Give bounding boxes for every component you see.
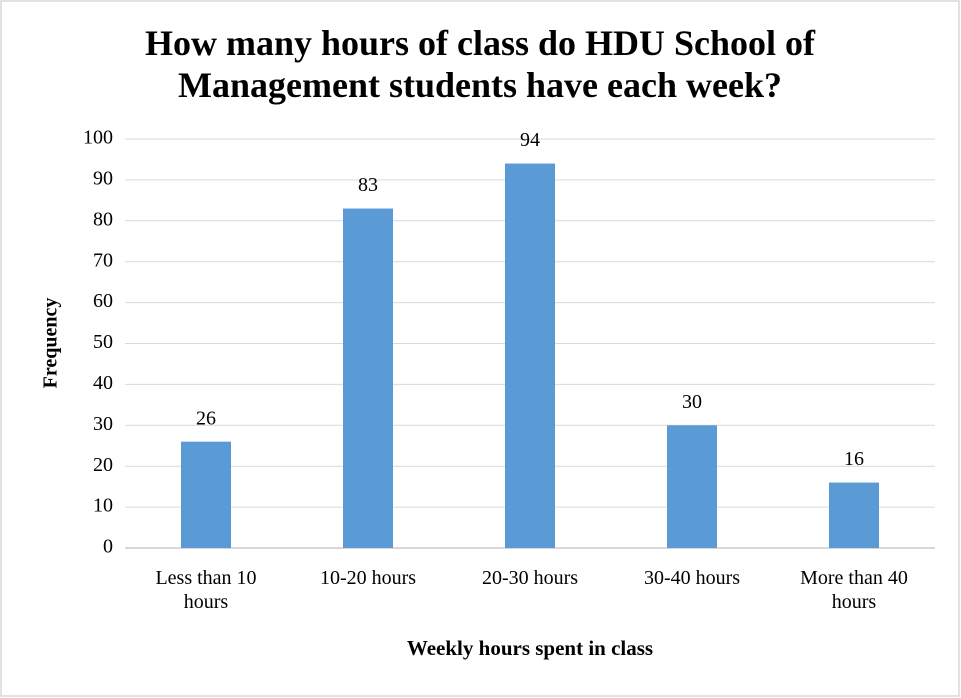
y-tick-label: 50 <box>93 331 113 353</box>
y-tick-label: 10 <box>93 495 113 517</box>
x-tick-label: 20-30 hours <box>481 567 579 589</box>
y-axis-label: Frequency <box>40 298 62 389</box>
data-label: 30 <box>682 391 702 413</box>
y-tick-label: 90 <box>93 167 113 189</box>
x-axis-label: Weekly hours spent in class <box>406 636 654 660</box>
y-tick-label: 20 <box>93 454 113 476</box>
x-tick-label: Less than 10 hours <box>155 567 257 613</box>
x-tick-label: More than 40 hours <box>800 567 908 613</box>
x-tick-label: 10-20 hours <box>319 567 417 589</box>
bar <box>343 208 393 548</box>
bar <box>829 482 879 548</box>
data-label: 83 <box>358 174 378 196</box>
y-tick-label: 30 <box>93 413 113 435</box>
y-tick-label: 40 <box>93 372 113 394</box>
data-label: 16 <box>844 448 864 470</box>
y-tick-label: 100 <box>83 127 113 149</box>
data-label: 26 <box>196 407 216 429</box>
data-label: 94 <box>520 129 540 151</box>
y-tick-label: 0 <box>103 536 113 558</box>
x-tick-label: 30-40 hours <box>643 567 741 589</box>
chart-title: How many hours of class do HDU School of… <box>144 23 816 105</box>
y-tick-label: 80 <box>93 208 113 230</box>
y-tick-label: 70 <box>93 249 113 271</box>
y-tick-label: 60 <box>93 290 113 312</box>
bar <box>181 441 231 548</box>
bar <box>667 425 717 548</box>
bar <box>505 163 555 549</box>
